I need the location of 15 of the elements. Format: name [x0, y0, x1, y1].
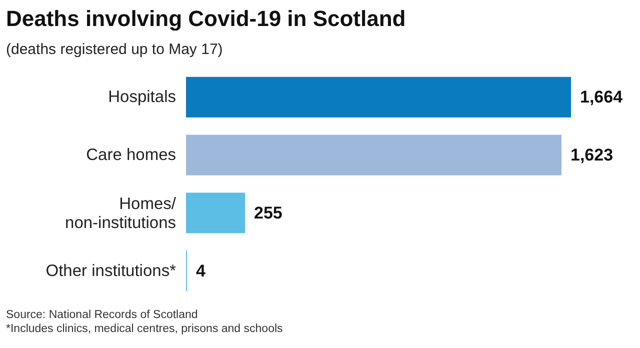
chart-title: Deaths involving Covid-19 in Scotland [6, 6, 406, 31]
y-tick-label: Other institutions* [46, 262, 177, 280]
data-label: 4 [196, 261, 206, 280]
bar [186, 76, 571, 118]
data-label: 1,623 [570, 146, 614, 165]
bar [186, 134, 562, 176]
y-tick-label: Homes/ non-institutions [65, 194, 176, 232]
text: *Includes clinics, medical centres, prisons and schools [6, 323, 284, 335]
bar [186, 192, 245, 234]
data-label: 1,664 [580, 88, 624, 107]
data-label: 255 [254, 203, 282, 222]
y-tick-label: Hospitals [108, 88, 176, 106]
source-note: Source: National Records of Scotland [6, 309, 198, 321]
chart-subtitle: (deaths registered up to May 17) [6, 41, 223, 58]
y-tick-label: Care homes [86, 146, 176, 164]
